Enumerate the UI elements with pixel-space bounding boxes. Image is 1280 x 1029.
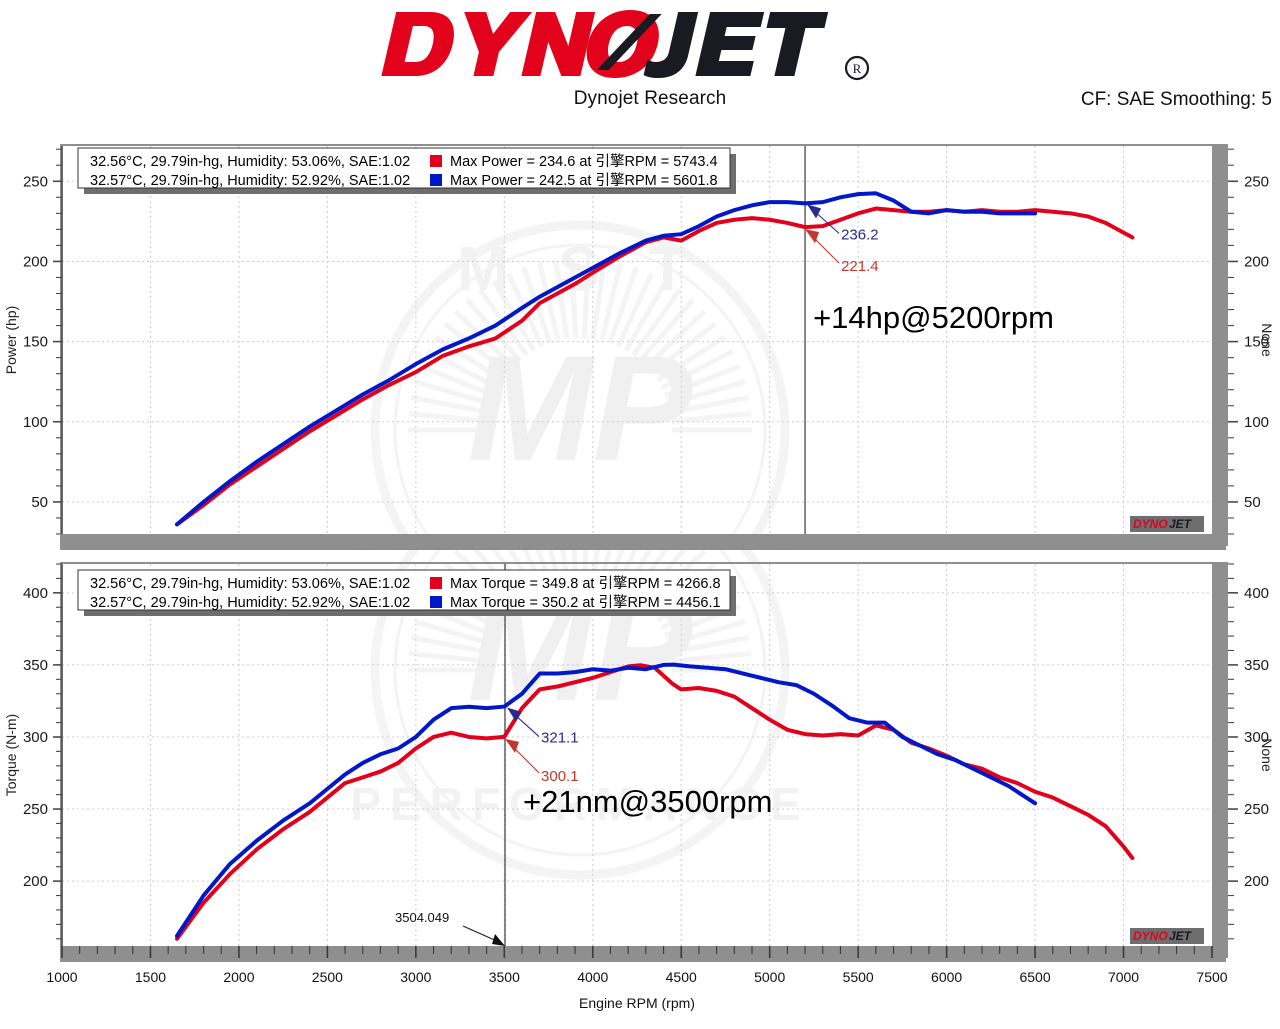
legend-conditions: 32.56°C, 29.79in-hg, Humidity: 53.06%, S… [90,154,410,170]
cursor-rpm-text: 3504.049 [395,910,449,925]
y-tick-label-right: 400 [1244,585,1269,602]
y-tick-label: 300 [23,729,48,746]
y-tick-label-right: 200 [1244,873,1269,890]
right-axis-title: None [1259,323,1275,357]
dynojet-mini-logo: DYNO JET [1130,516,1204,532]
x-tick-label: 6000 [931,969,962,985]
x-tick-label: 4000 [577,969,608,985]
y-tick-label-right: 300 [1244,729,1269,746]
plot-bottom-bar [60,946,1228,958]
legend-max-value: Max Power = 242.5 at 引擎RPM = 5601.8 [450,172,718,189]
legend-conditions: 32.56°C, 29.79in-hg, Humidity: 53.06%, S… [90,576,410,592]
x-tick-label: 4500 [666,969,697,985]
plot-background [62,564,1212,946]
x-tick-label: 2500 [312,969,343,985]
x-tick-label: 7500 [1196,969,1227,985]
series-line-red [175,663,1135,941]
right-axis: 200 250 300 350 400 [1212,562,1269,948]
y-tick-label-right: 100 [1244,414,1269,431]
x-axis-title: Engine RPM (rpm) [579,995,695,1011]
y-tick-label-right: 150 [1244,334,1269,351]
left-axis: 200 250 300 350 400 [23,563,63,946]
y-tick-label: 200 [23,873,48,890]
cursor-rpm-label: 3504.049 [395,910,506,946]
annotation-delta: +14hp@5200rpm [813,300,1054,335]
x-tick-label: 1000 [46,969,77,985]
x-tick-label: 3000 [400,969,431,985]
y-tick-label-right: 250 [1244,801,1269,818]
y-tick-label: 250 [23,173,48,190]
right-axis: 50 100 150 200 250 [1212,144,1269,536]
svg-text:M S T: M S T [457,235,702,304]
x-tick-label: 5500 [843,969,874,985]
x-tick-label: 3500 [489,969,520,985]
svg-text:DYNO: DYNO [1133,517,1168,531]
x-axis-ticks [61,946,1213,958]
annotation-red-value: 300.1 [541,768,579,785]
x-axis: 1000 1500 2000 2500 3000 3500 4000 4500 5000 5500… [46,969,1227,1011]
x-tick-label: 7000 [1108,969,1139,985]
legend-swatch [430,174,442,186]
plot-bottom-bar [60,534,1228,546]
y-axis-title: Power (hp) [3,306,19,374]
x-axis-strip: 1000 1500 2000 2500 3000 3500 4000 4500 5000 5500… [0,960,1280,1024]
x-tick-label: 6500 [1019,969,1050,985]
dynojet-mini-logo: DYNO JET [1130,928,1204,944]
svg-text:DYNO: DYNO [1133,929,1168,943]
y-tick-label: 400 [23,585,48,602]
legend-max-value: Max Torque = 350.2 at 引擎RPM = 4456.1 [450,594,721,611]
series-line-blue [175,662,1038,938]
y-tick-label: 100 [23,414,48,431]
y-tick-label: 200 [23,253,48,270]
legend-max-value: Max Torque = 349.8 at 引擎RPM = 4266.8 [450,575,721,592]
legend-max-value: Max Power = 234.6 at 引擎RPM = 5743.4 [450,153,718,170]
annotation-blue-value: 236.2 [841,226,879,243]
y-tick-label-right: 50 [1244,494,1261,511]
chart-legend: 32.56°C, 29.79in-hg, Humidity: 53.06%, S… [77,147,736,194]
y-tick-label: 50 [31,494,48,511]
chart-annotations: 236.2 221.4 +14hp@5200rpm [805,204,1054,335]
x-tick-label: 5000 [754,969,785,985]
dynojet-logo: R [380,4,920,84]
x-tick-label: 1500 [135,969,166,985]
y-tick-label-right: 200 [1244,253,1269,270]
svg-text:R: R [853,61,862,76]
y-tick-label: 150 [23,334,48,351]
chart-legend: 32.56°C, 29.79in-hg, Humidity: 53.06%, S… [77,569,736,616]
legend-conditions: 32.57°C, 29.79in-hg, Humidity: 52.92%, S… [90,173,410,189]
annotation-blue-value: 321.1 [541,730,579,747]
left-axis: 50 100 150 200 250 [23,146,63,535]
svg-text:JET: JET [1169,929,1193,943]
page-header: R Dynojet Research CF: SAE Smoothing: 5 [0,0,1280,130]
y-axis-title: Torque (N-m) [3,714,19,796]
chart-annotations: 321.1 300.1+21nm@3500rpm [505,707,772,819]
right-axis-title: None [1259,738,1275,772]
series-line-blue [175,191,1038,527]
y-tick-label-right: 250 [1244,173,1269,190]
svg-text:JET: JET [1169,517,1193,531]
y-tick-label: 350 [23,657,48,674]
annotation-delta: +21nm@3500rpm [523,784,772,819]
legend-swatch [430,155,442,167]
legend-swatch [430,577,442,589]
x-tick-label: 2000 [223,969,254,985]
y-tick-label: 250 [23,801,48,818]
legend-swatch [430,596,442,608]
svg-text:MP: MP [468,324,694,492]
torque-chart-panel: M S TMPPERFORMANCE200250300350400Torque … [0,550,1280,970]
svg-text:PERFORMANCE: PERFORMANCE [350,778,809,830]
power-chart-panel: M S TMPPERFORMANCE50100150200250Power (h… [0,130,1280,550]
cf-smoothing-label: CF: SAE Smoothing: 5 [1080,89,1272,110]
annotation-red-value: 221.4 [841,258,879,275]
y-tick-label-right: 350 [1244,657,1269,674]
logo-subtitle: Dynojet Research [573,88,727,109]
legend-conditions: 32.57°C, 29.79in-hg, Humidity: 52.92%, S… [90,595,410,611]
